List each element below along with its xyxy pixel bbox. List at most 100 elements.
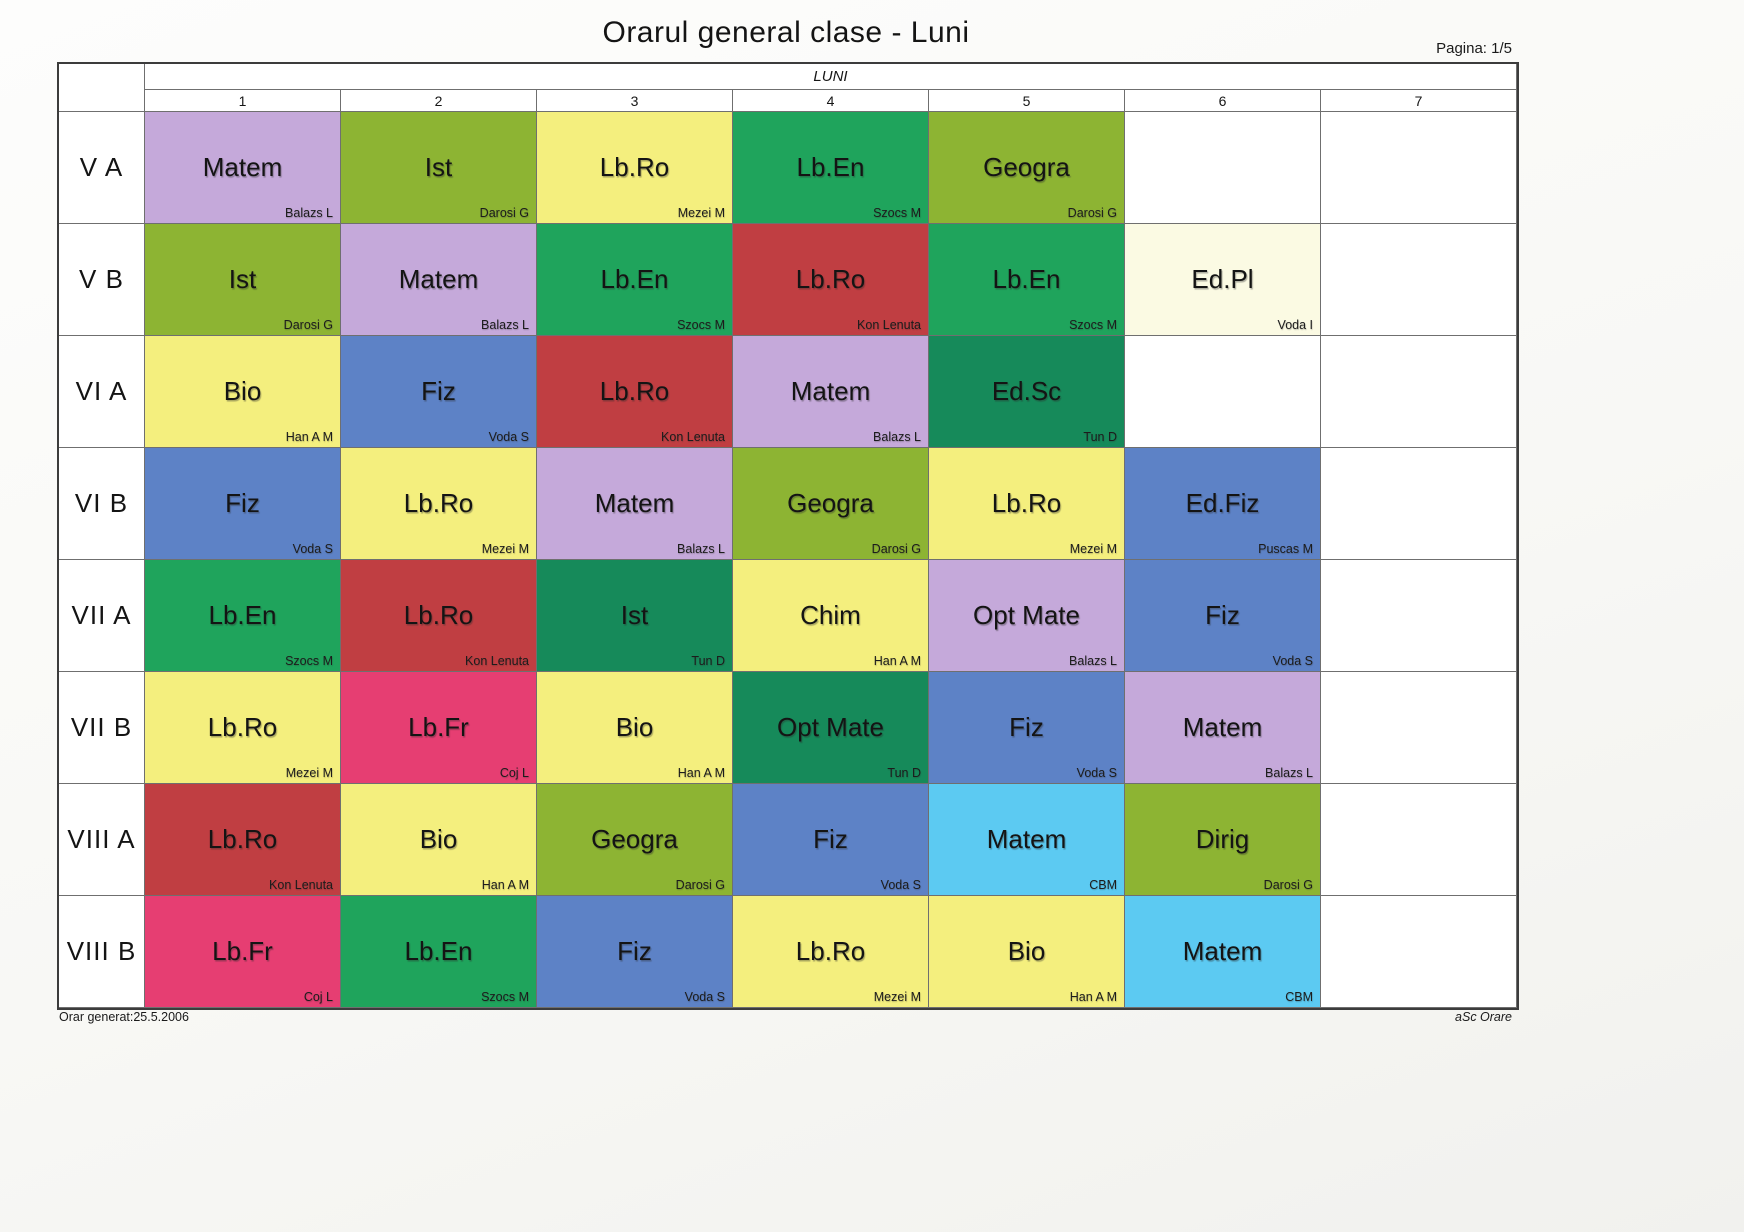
lesson-subject: Ist: [228, 264, 257, 294]
lesson-cell: Lb.Ro Kon Lenuta: [733, 224, 929, 336]
lesson-cell: Lb.En Szocs M: [537, 224, 733, 336]
lesson-cell: Lb.Ro Mezei M: [341, 448, 537, 560]
lesson-subject: Fiz: [813, 824, 848, 854]
page-title: Orarul general clase - Luni: [602, 16, 970, 49]
lesson-teacher: Voda S: [292, 542, 333, 556]
lesson-cell: Lb.Ro Mezei M: [145, 672, 341, 784]
lesson-subject: Lb.En: [992, 264, 1061, 294]
empty-cell: [1321, 784, 1517, 896]
lesson-teacher: Darosi G: [479, 206, 529, 220]
class-label-vii-a: VII A: [59, 560, 145, 672]
lesson-subject: Fiz: [617, 936, 652, 966]
lesson-subject: Matem: [398, 264, 479, 294]
lesson-teacher: Han A M: [481, 878, 529, 892]
lesson-subject: Ist: [620, 600, 649, 630]
lesson-cell: Geogra Darosi G: [733, 448, 929, 560]
lesson-subject: Opt Mate: [973, 600, 1080, 630]
lesson-subject: Lb.Ro: [403, 488, 474, 518]
lesson-teacher: Tun D: [1083, 430, 1117, 444]
lesson-teacher: Han A M: [677, 766, 725, 780]
empty-cell: [1321, 560, 1517, 672]
lesson-subject: Matem: [594, 488, 675, 518]
lesson-subject: Lb.Ro: [207, 824, 278, 854]
lesson-cell: Matem Balazs L: [341, 224, 537, 336]
lesson-cell: Matem Balazs L: [1125, 672, 1321, 784]
lesson-subject: Matem: [790, 376, 871, 406]
lesson-teacher: Han A M: [873, 654, 921, 668]
empty-cell: [1321, 672, 1517, 784]
lesson-teacher: Tun D: [887, 766, 921, 780]
lesson-cell: Fiz Voda S: [733, 784, 929, 896]
lesson-teacher: Mezei M: [873, 990, 921, 1004]
lesson-teacher: CBM: [1089, 878, 1117, 892]
lesson-subject: Fiz: [421, 376, 456, 406]
period-header-3: 3: [537, 90, 733, 112]
lesson-subject: Matem: [1182, 712, 1263, 742]
lesson-teacher: Kon Lenuta: [857, 318, 921, 332]
lesson-teacher: Balazs L: [1265, 766, 1313, 780]
period-header-7: 7: [1321, 90, 1517, 112]
lesson-cell: Lb.En Szocs M: [733, 112, 929, 224]
lesson-teacher: Darosi G: [871, 542, 921, 556]
class-label-vi-b: VI B: [59, 448, 145, 560]
lesson-subject: Fiz: [1205, 600, 1240, 630]
lesson-teacher: Kon Lenuta: [465, 654, 529, 668]
lesson-cell: Matem Balazs L: [733, 336, 929, 448]
lesson-cell: Ed.Fiz Puscas M: [1125, 448, 1321, 560]
lesson-teacher: Szocs M: [285, 654, 333, 668]
lesson-cell: Bio Han A M: [929, 896, 1125, 1008]
lesson-subject: Lb.Ro: [795, 264, 866, 294]
class-label-v-b: V B: [59, 224, 145, 336]
lesson-teacher: Voda I: [1277, 318, 1313, 332]
empty-cell: [1321, 112, 1517, 224]
lesson-subject: Lb.En: [796, 152, 865, 182]
lesson-cell: Dirig Darosi G: [1125, 784, 1321, 896]
lesson-cell: Lb.Ro Kon Lenuta: [145, 784, 341, 896]
lesson-subject: Lb.Ro: [207, 712, 278, 742]
lesson-teacher: Balazs L: [285, 206, 333, 220]
lesson-teacher: Kon Lenuta: [269, 878, 333, 892]
lesson-cell: Matem CBM: [1125, 896, 1321, 1008]
footer-generated-date: Orar generat:25.5.2006: [59, 1010, 189, 1024]
lesson-teacher: Han A M: [1069, 990, 1117, 1004]
lesson-teacher: Balazs L: [677, 542, 725, 556]
lesson-cell: Lb.Fr Coj L: [145, 896, 341, 1008]
lesson-cell: Lb.Ro Kon Lenuta: [537, 336, 733, 448]
day-header: LUNI: [145, 64, 1517, 90]
lesson-subject: Lb.Ro: [403, 600, 474, 630]
lesson-teacher: Darosi G: [675, 878, 725, 892]
class-label-viii-a: VIII A: [59, 784, 145, 896]
lesson-teacher: Tun D: [691, 654, 725, 668]
lesson-cell: Fiz Voda S: [145, 448, 341, 560]
lesson-subject: Bio: [615, 712, 654, 742]
lesson-teacher: Mezei M: [481, 542, 529, 556]
lesson-cell: Ist Darosi G: [341, 112, 537, 224]
lesson-subject: Lb.Ro: [795, 936, 866, 966]
lesson-teacher: Voda S: [1076, 766, 1117, 780]
period-header-4: 4: [733, 90, 929, 112]
empty-cell: [1321, 448, 1517, 560]
lesson-teacher: Szocs M: [1069, 318, 1117, 332]
lesson-subject: Lb.Fr: [212, 936, 273, 966]
lesson-subject: Opt Mate: [777, 712, 884, 742]
lesson-cell: Fiz Voda S: [1125, 560, 1321, 672]
lesson-teacher: Puscas M: [1258, 542, 1313, 556]
lesson-cell: Lb.Ro Kon Lenuta: [341, 560, 537, 672]
lesson-subject: Lb.Fr: [408, 712, 469, 742]
lesson-teacher: Szocs M: [481, 990, 529, 1004]
empty-cell: [1321, 896, 1517, 1008]
lesson-cell: Ist Darosi G: [145, 224, 341, 336]
lesson-cell: Ist Tun D: [537, 560, 733, 672]
period-header-5: 5: [929, 90, 1125, 112]
lesson-subject: Lb.En: [208, 600, 277, 630]
lesson-cell: Fiz Voda S: [341, 336, 537, 448]
class-label-vi-a: VI A: [59, 336, 145, 448]
lesson-subject: Ed.Fiz: [1185, 488, 1260, 518]
lesson-cell: Bio Han A M: [537, 672, 733, 784]
lesson-subject: Ist: [424, 152, 453, 182]
lesson-subject: Ed.Sc: [991, 376, 1062, 406]
lesson-teacher: CBM: [1285, 990, 1313, 1004]
lesson-cell: Geogra Darosi G: [537, 784, 733, 896]
empty-cell: [1125, 112, 1321, 224]
lesson-cell: Ed.Pl Voda I: [1125, 224, 1321, 336]
